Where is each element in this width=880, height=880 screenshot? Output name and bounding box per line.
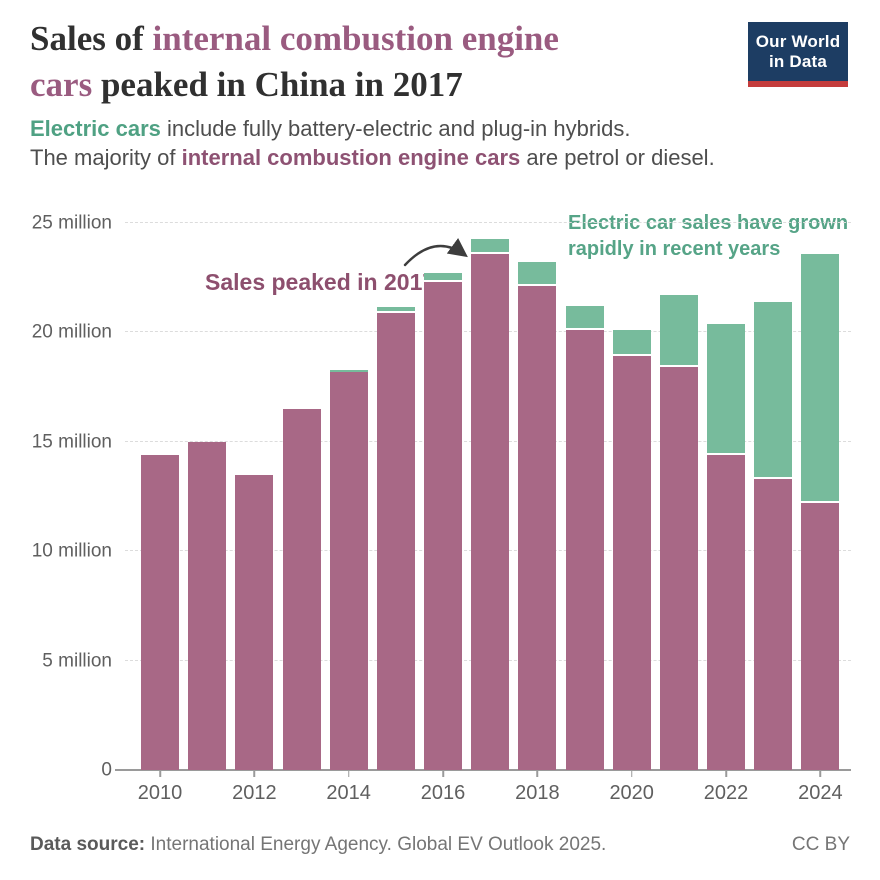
- x-axis-label-2012: 2012: [232, 782, 277, 804]
- x-tick-2010: [159, 770, 161, 777]
- bar-segment-ice-2020[interactable]: [612, 356, 651, 770]
- annotation-ev-growth: Electric car sales have grown rapidly in…: [568, 212, 849, 260]
- bar-segment-electric-2017[interactable]: [471, 239, 510, 254]
- y-axis: 0 5 million 10 million 15 million 20 million…: [0, 214, 112, 780]
- bar-segment-ice-2024[interactable]: [801, 503, 840, 770]
- bar-2016[interactable]: [424, 273, 463, 770]
- x-tick-2022: [725, 770, 727, 777]
- owid-logo-line-1: Our World: [755, 31, 841, 51]
- title-text-ice-accent: internal combustion engine: [152, 19, 559, 58]
- owid-logo[interactable]: Our World in Data: [748, 22, 848, 87]
- bar-segment-ice-2016[interactable]: [424, 282, 463, 770]
- bar-segment-ice-2014[interactable]: [329, 371, 368, 770]
- x-axis-label-2010: 2010: [137, 782, 183, 804]
- bar-2011[interactable]: [188, 441, 227, 770]
- y-axis-label-25: 25 million: [31, 212, 112, 234]
- data-source-text: International Energy Agency. Global EV O…: [145, 834, 607, 855]
- x-tick-2018: [536, 770, 539, 777]
- bar-segment-electric-2018[interactable]: [518, 262, 557, 287]
- data-source-label: Data source:: [30, 834, 146, 855]
- y-axis-label-10: 10 million: [31, 540, 112, 562]
- data-source: Data source: International Energy Agency…: [30, 834, 606, 856]
- title-line-2: cars peaked in China in 2017: [30, 62, 740, 108]
- y-axis-label-5: 5 million: [42, 650, 112, 672]
- bar-2013[interactable]: [282, 408, 321, 770]
- bar-segment-ice-2023[interactable]: [754, 479, 793, 770]
- y-axis-label-20: 20 million: [31, 321, 112, 343]
- title-text-ice-accent-2: cars: [30, 65, 93, 104]
- bar-segment-ice-2013[interactable]: [282, 408, 321, 770]
- bar-segment-electric-2016[interactable]: [424, 273, 463, 283]
- bar-segment-electric-2021[interactable]: [659, 295, 698, 368]
- x-tick-2024: [819, 770, 822, 777]
- x-axis-label-2016: 2016: [420, 782, 466, 804]
- bar-segment-electric-2019[interactable]: [565, 306, 604, 331]
- annotation-sales-peaked: Sales peaked in 2017: [205, 269, 436, 295]
- subtitle-line2-pre: The majority of: [30, 145, 182, 170]
- bar-2018[interactable]: [518, 262, 557, 770]
- x-axis-label-2014: 2014: [326, 782, 371, 804]
- x-tick-2014: [347, 770, 350, 777]
- subtitle-line1-rest: include fully battery-electric and plug-…: [160, 116, 631, 141]
- bar-2014[interactable]: [329, 369, 368, 770]
- bar-segment-electric-2022[interactable]: [707, 323, 746, 455]
- bar-2022[interactable]: [707, 323, 746, 770]
- bar-segment-electric-2020[interactable]: [612, 330, 651, 357]
- bar-segment-ice-2018[interactable]: [518, 286, 557, 770]
- bar-2023[interactable]: [754, 301, 793, 770]
- x-tick-2012: [253, 770, 256, 777]
- bar-segment-electric-2014[interactable]: [329, 369, 368, 372]
- title-text-dark-2: peaked in China in 2017: [92, 65, 463, 104]
- bar-2015[interactable]: [376, 307, 415, 770]
- bar-2019[interactable]: [565, 306, 604, 770]
- bar-segment-ice-2017[interactable]: [471, 253, 510, 770]
- subtitle-electric-accent: Electric cars: [30, 116, 161, 141]
- bar-segment-ice-2022[interactable]: [707, 454, 746, 770]
- x-axis-line: [115, 769, 851, 771]
- license-link[interactable]: CC BY: [791, 834, 850, 855]
- bar-2020[interactable]: [612, 330, 651, 770]
- bar-segment-ice-2021[interactable]: [659, 367, 698, 770]
- bar-segment-electric-2024[interactable]: [801, 253, 840, 504]
- x-axis-label-2018: 2018: [515, 782, 560, 804]
- bar-2024[interactable]: [801, 253, 840, 770]
- subtitle-ice-accent: internal combustion engine cars: [181, 145, 521, 170]
- page-title: Sales of internal combustion engine cars…: [30, 16, 740, 108]
- bar-2021[interactable]: [659, 295, 698, 770]
- bar-segment-ice-2010[interactable]: [141, 454, 179, 770]
- bar-segment-electric-2015[interactable]: [376, 307, 415, 313]
- x-tick-2020: [630, 770, 633, 777]
- bar-segment-ice-2015[interactable]: [376, 312, 415, 770]
- chart-footer: Data source: International Energy Agency…: [30, 834, 850, 856]
- x-tick-2016: [442, 770, 444, 777]
- subtitle-line2-post: are petrol or diesel.: [520, 145, 715, 170]
- owid-logo-line-2: in Data: [768, 51, 828, 71]
- bar-2017[interactable]: [471, 239, 510, 770]
- bar-segment-ice-2011[interactable]: [188, 441, 227, 770]
- bar-segment-ice-2012[interactable]: [235, 474, 274, 770]
- curved-arrow-icon: [403, 238, 468, 267]
- title-line-1: Sales of internal combustion engine: [30, 16, 740, 62]
- x-axis-label-2024: 2024: [798, 782, 843, 804]
- chart-subtitle: Electric cars include fully battery-elec…: [30, 114, 790, 172]
- y-axis-label-15: 15 million: [31, 431, 112, 453]
- x-axis-label-2022: 2022: [703, 782, 749, 804]
- plot-area: Sales peaked in 2017 Electric car sales …: [115, 212, 851, 804]
- gridline-25m: [125, 222, 851, 223]
- bar-segment-ice-2019[interactable]: [565, 330, 604, 770]
- x-axis-label-2020: 2020: [609, 782, 654, 804]
- title-text-dark: Sales of: [30, 19, 153, 58]
- bar-2010[interactable]: [141, 454, 179, 770]
- bar-2012[interactable]: [235, 474, 274, 770]
- y-axis-label-0: 0: [101, 759, 112, 781]
- bar-segment-electric-2023[interactable]: [754, 301, 793, 479]
